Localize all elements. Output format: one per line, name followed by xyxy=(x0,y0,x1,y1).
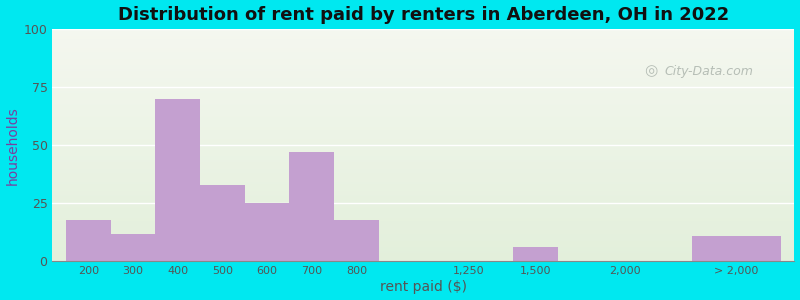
Bar xyxy=(66,220,110,261)
Bar xyxy=(245,203,290,261)
X-axis label: rent paid ($): rent paid ($) xyxy=(380,280,467,294)
Bar xyxy=(110,234,155,261)
Title: Distribution of rent paid by renters in Aberdeen, OH in 2022: Distribution of rent paid by renters in … xyxy=(118,6,729,24)
Bar xyxy=(334,220,378,261)
Bar xyxy=(513,248,558,261)
Bar xyxy=(155,99,200,261)
Bar xyxy=(692,236,781,261)
Y-axis label: households: households xyxy=(6,106,19,185)
Text: ◎: ◎ xyxy=(644,64,657,79)
Bar xyxy=(290,152,334,261)
Bar xyxy=(200,185,245,261)
Text: City-Data.com: City-Data.com xyxy=(665,64,754,78)
